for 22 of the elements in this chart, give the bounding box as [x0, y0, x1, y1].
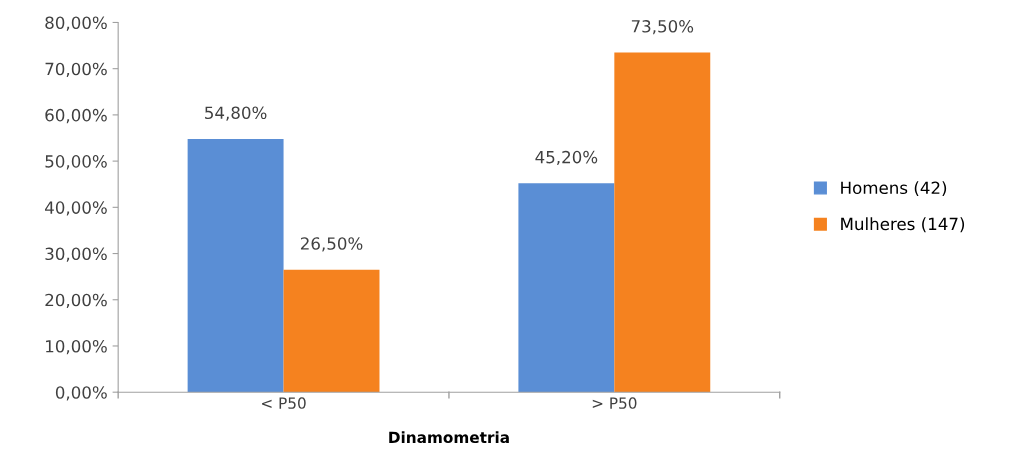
y-tick-label: 20,00% — [45, 293, 107, 309]
bar — [187, 138, 284, 393]
data-label: 26,50% — [300, 237, 363, 252]
bar — [518, 183, 615, 393]
bar — [614, 52, 711, 393]
y-tick-label: 40,00% — [45, 201, 107, 216]
legend-label: Mulheres (147) — [841, 217, 965, 233]
bar — [283, 269, 380, 393]
y-tick-label: 60,00% — [45, 108, 107, 124]
legend-label: Homens (42) — [841, 181, 947, 197]
data-label: 45,20% — [535, 150, 598, 166]
y-tick-label: 50,00% — [45, 155, 107, 170]
y-tick-label: 30,00% — [45, 247, 107, 262]
x-axis-title: Dinamometria — [389, 431, 509, 444]
x-tick-label: > P50 — [592, 397, 637, 409]
y-tick-label: 70,00% — [45, 62, 107, 77]
data-label: 73,50% — [631, 20, 694, 35]
y-tick-label: 80,00% — [45, 16, 107, 31]
y-tick-label: 0,00% — [55, 386, 107, 401]
y-tick-label: 10,00% — [46, 339, 107, 355]
x-tick-label: < P50 — [262, 397, 306, 409]
data-label: 54,80% — [205, 106, 267, 121]
